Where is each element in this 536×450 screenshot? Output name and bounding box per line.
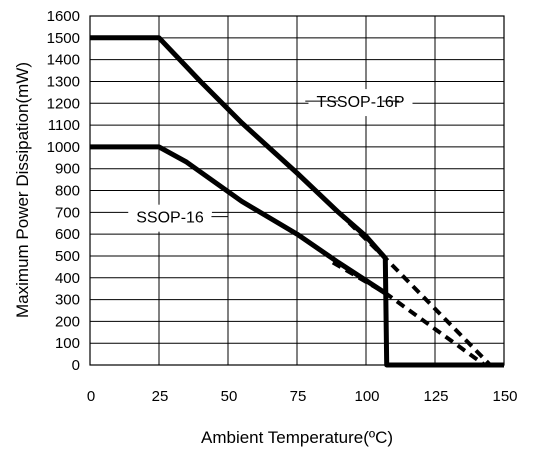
y-tick-label: 1600 <box>47 8 80 25</box>
x-tick-label: 75 <box>290 388 307 405</box>
series-group <box>90 35 504 368</box>
y-tick-label: 100 <box>55 335 80 352</box>
annotations: TSSOP-16P SSOP-16 <box>128 89 413 232</box>
grid <box>89 15 505 366</box>
series-label-box <box>308 89 413 117</box>
y-tick-label: 700 <box>55 204 80 221</box>
x-tick-label: 150 <box>492 388 517 405</box>
series-label: TSSOP-16P <box>316 94 404 111</box>
y-tick-label: 1300 <box>47 73 80 90</box>
tick-labels: 0100200300400500600700800900100011001200… <box>47 8 518 405</box>
x-tick-label: 125 <box>423 388 448 405</box>
x-tick-label: 25 <box>152 388 169 405</box>
x-axis-label: Ambient Temperature(ºC) <box>201 428 393 447</box>
series-label: SSOP-16 <box>136 210 204 227</box>
series-line <box>90 35 504 368</box>
y-tick-label: 900 <box>55 161 80 178</box>
y-tick-label: 300 <box>55 292 80 309</box>
y-tick-label: 1000 <box>47 139 80 156</box>
y-tick-label: 600 <box>55 226 80 243</box>
x-tick-label: 50 <box>221 388 238 405</box>
y-tick-label: 400 <box>55 270 80 287</box>
series-label-box <box>128 204 212 232</box>
x-tick-label: 100 <box>354 388 379 405</box>
series-line <box>337 210 492 367</box>
x-tick-label: 0 <box>87 388 95 405</box>
y-tick-label: 500 <box>55 248 80 265</box>
y-tick-label: 1100 <box>48 117 80 134</box>
y-tick-label: 200 <box>55 313 80 330</box>
series-line <box>331 260 486 367</box>
y-tick-label: 1400 <box>47 52 80 69</box>
plot-frame <box>89 15 505 366</box>
series-line <box>90 144 387 296</box>
y-tick-label: 1500 <box>47 30 80 47</box>
y-tick-label: 0 <box>72 357 80 374</box>
y-tick-label: 1200 <box>47 95 80 112</box>
y-axis-label: Maximum Power Dissipation(mW) <box>13 62 32 318</box>
y-tick-label: 800 <box>55 183 80 200</box>
